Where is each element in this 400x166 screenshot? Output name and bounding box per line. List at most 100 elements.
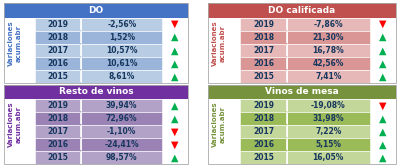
Text: DO: DO — [88, 6, 104, 15]
Bar — [208, 85, 396, 99]
Text: 2016: 2016 — [48, 140, 69, 149]
Text: ▲: ▲ — [171, 101, 179, 111]
Text: Vinos de mesa: Vinos de mesa — [265, 87, 339, 96]
Text: 2015: 2015 — [253, 72, 274, 81]
Bar — [4, 85, 188, 99]
Text: ▲: ▲ — [379, 127, 386, 137]
Bar — [35, 125, 81, 138]
Text: 2016: 2016 — [253, 59, 274, 68]
Text: ▲: ▲ — [171, 114, 179, 124]
Bar — [35, 31, 81, 44]
Text: 42,56%: 42,56% — [313, 59, 344, 68]
Text: 31,98%: 31,98% — [312, 114, 344, 123]
Text: ▲: ▲ — [171, 32, 179, 42]
Text: 2018: 2018 — [253, 114, 274, 123]
Text: 2017: 2017 — [253, 127, 274, 136]
Bar — [240, 99, 287, 112]
Text: Variaciones
acum.abr: Variaciones acum.abr — [212, 20, 226, 66]
Bar — [35, 151, 81, 164]
Bar — [240, 31, 287, 44]
Bar — [287, 138, 370, 151]
Text: Resto de vinos: Resto de vinos — [59, 87, 133, 96]
Text: 7,22%: 7,22% — [315, 127, 342, 136]
Text: ▼: ▼ — [379, 19, 386, 29]
Bar — [240, 138, 287, 151]
Bar — [240, 112, 287, 125]
Bar — [81, 18, 162, 31]
Bar — [240, 57, 287, 70]
Bar — [81, 99, 162, 112]
Text: 39,94%: 39,94% — [106, 101, 138, 110]
Text: 2019: 2019 — [48, 20, 69, 29]
Text: ▲: ▲ — [379, 32, 386, 42]
Text: -1,10%: -1,10% — [107, 127, 136, 136]
Text: 8,61%: 8,61% — [108, 72, 135, 81]
Text: ▲: ▲ — [379, 72, 386, 82]
Text: 2015: 2015 — [48, 72, 69, 81]
Bar — [81, 151, 162, 164]
Text: 1,52%: 1,52% — [109, 33, 135, 42]
Bar — [287, 57, 370, 70]
Bar — [35, 112, 81, 125]
Text: 2018: 2018 — [48, 114, 69, 123]
Bar — [81, 112, 162, 125]
Bar — [240, 151, 287, 164]
Bar — [287, 18, 370, 31]
Bar — [81, 70, 162, 83]
Text: 72,96%: 72,96% — [106, 114, 138, 123]
Text: -2,56%: -2,56% — [107, 20, 136, 29]
Text: ▲: ▲ — [171, 72, 179, 82]
Text: -24,41%: -24,41% — [104, 140, 139, 149]
Text: ▼: ▼ — [171, 19, 179, 29]
Text: Variaciones
acum.abr: Variaciones acum.abr — [212, 102, 226, 147]
Bar — [240, 44, 287, 57]
Text: 16,05%: 16,05% — [313, 153, 344, 162]
Text: 2019: 2019 — [48, 101, 69, 110]
Text: ▲: ▲ — [171, 45, 179, 55]
Bar — [287, 99, 370, 112]
Text: 2017: 2017 — [48, 46, 69, 55]
Bar — [81, 125, 162, 138]
Bar — [35, 99, 81, 112]
Text: ▲: ▲ — [171, 58, 179, 68]
Text: 98,57%: 98,57% — [106, 153, 138, 162]
Bar — [35, 57, 81, 70]
Text: ▼: ▼ — [379, 101, 386, 111]
Text: ▲: ▲ — [171, 153, 179, 163]
Bar — [81, 138, 162, 151]
Text: 2019: 2019 — [253, 20, 274, 29]
Text: 5,15%: 5,15% — [315, 140, 341, 149]
Text: 2015: 2015 — [48, 153, 69, 162]
Bar — [240, 70, 287, 83]
Text: ▲: ▲ — [379, 114, 386, 124]
Text: 10,61%: 10,61% — [106, 59, 138, 68]
Text: ▲: ▲ — [379, 140, 386, 150]
Text: -7,86%: -7,86% — [314, 20, 343, 29]
Bar — [81, 44, 162, 57]
Text: ▲: ▲ — [379, 45, 386, 55]
Text: 2018: 2018 — [48, 33, 69, 42]
Bar — [287, 70, 370, 83]
Bar — [287, 112, 370, 125]
Bar — [35, 138, 81, 151]
Text: 2017: 2017 — [253, 46, 274, 55]
Text: 2016: 2016 — [253, 140, 274, 149]
Text: 21,30%: 21,30% — [312, 33, 344, 42]
Text: Variaciones
acum.abr: Variaciones acum.abr — [8, 20, 22, 66]
Bar — [35, 18, 81, 31]
Text: ▲: ▲ — [379, 153, 386, 163]
Bar — [287, 31, 370, 44]
Text: 2015: 2015 — [253, 153, 274, 162]
Text: ▲: ▲ — [379, 58, 386, 68]
Text: DO calificada: DO calificada — [268, 6, 336, 15]
Bar — [35, 70, 81, 83]
Bar — [35, 44, 81, 57]
Bar — [4, 3, 188, 18]
Text: -19,08%: -19,08% — [311, 101, 346, 110]
Bar — [240, 125, 287, 138]
Text: 2018: 2018 — [253, 33, 274, 42]
Text: 10,57%: 10,57% — [106, 46, 138, 55]
Text: ▼: ▼ — [171, 127, 179, 137]
Bar — [240, 18, 287, 31]
Bar — [208, 3, 396, 18]
